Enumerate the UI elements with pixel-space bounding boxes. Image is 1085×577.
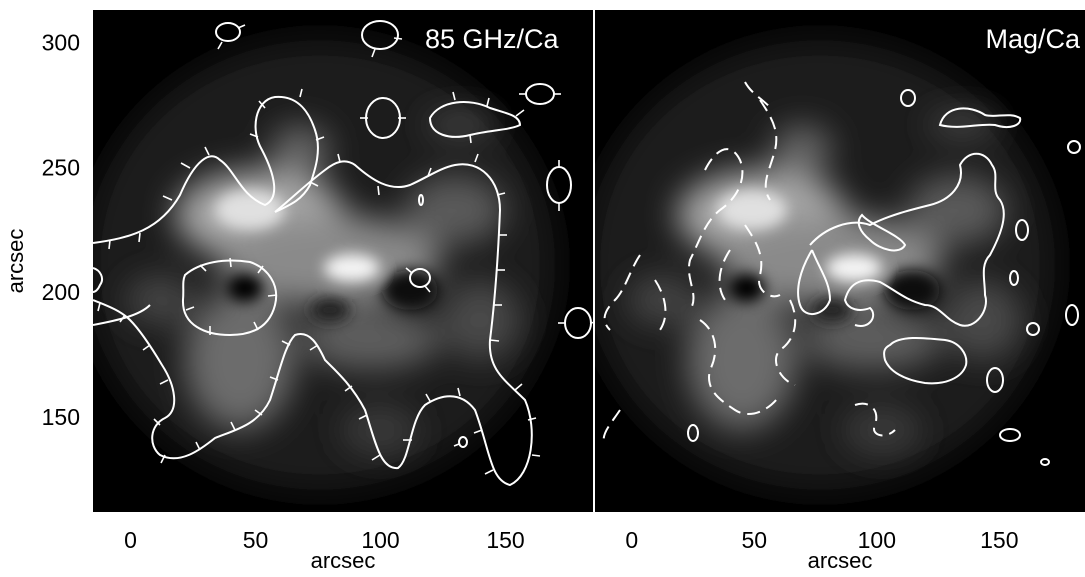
right-panel-label: Mag/Ca [985,24,1081,54]
x-tick-label-left: 50 [243,527,269,553]
x-tick-label-right: 50 [742,527,768,553]
left-panel-image [93,20,593,490]
right-panel: Mag/Ca [595,10,1085,512]
y-tick-label: 150 [42,404,80,430]
right-panel-image [595,40,1081,490]
y-tick-label: 200 [42,279,80,305]
x-tick-label-right: 0 [625,527,638,553]
contours-magnetogram-solid [687,89,1081,466]
x-axis-label-right: arcsec [808,548,873,572]
y-axis-label: arcsec [3,229,28,294]
x-tick-label-right: 100 [858,527,896,553]
y-tick-label: 250 [42,154,80,180]
contours-magnetogram-dashed [602,81,896,446]
x-tick-label-left: 100 [361,527,399,553]
x-axis-label-left: arcsec [311,548,376,572]
contour-ticks [97,24,593,475]
left-panel-label: 85 GHz/Ca [425,24,560,54]
axes: 0 50 100 150 0 50 100 150 150 200 250 300 [42,30,1019,554]
x-tick-label-left: 0 [124,527,137,553]
x-tick-label-left: 150 [486,527,524,553]
left-panel: 85 GHz/Ca [93,10,593,512]
y-tick-label: 300 [42,30,80,56]
x-tick-label-right: 150 [980,527,1018,553]
